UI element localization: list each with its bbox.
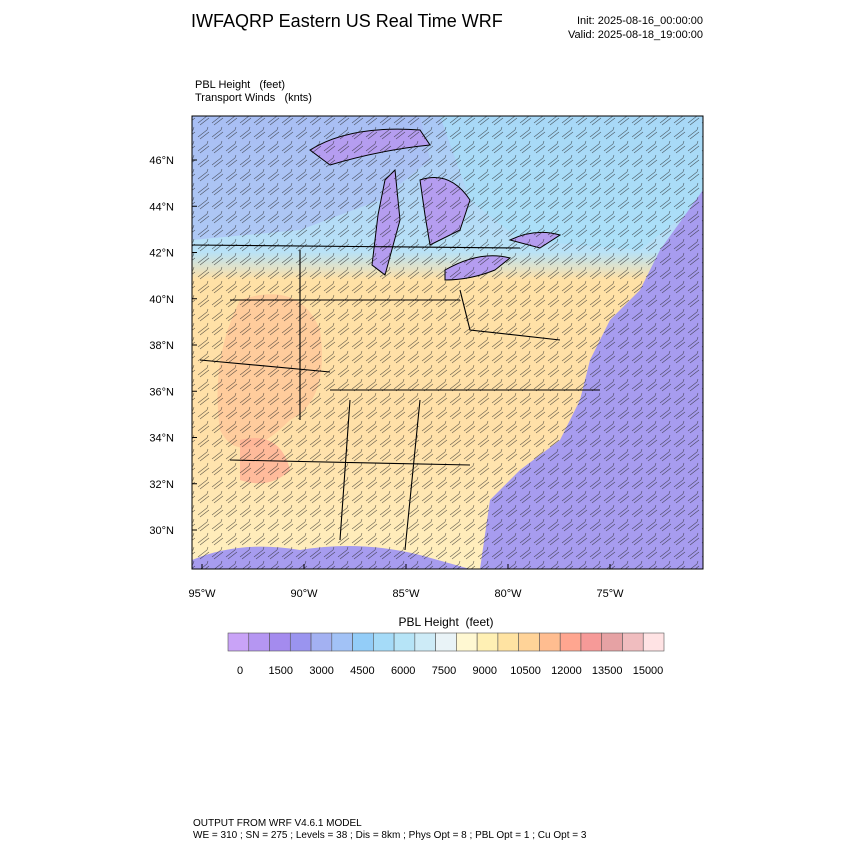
colorbar: 0 1500 3000 4500 6000 7500 9000 10500 12000 13500…	[227, 632, 665, 677]
colorbar-box	[248, 632, 270, 652]
colorbar-label: 4500	[350, 665, 374, 677]
lat-label: 40°N	[149, 294, 174, 306]
colorbar-box	[497, 632, 519, 652]
colorbar-box	[539, 632, 561, 652]
lon-label: 85°W	[392, 588, 420, 600]
colorbar-box	[476, 632, 499, 652]
init-time: Init: 2025-08-16_00:00:00	[577, 15, 703, 27]
lat-label: 34°N	[149, 433, 174, 445]
colorbar-label: 12000	[551, 665, 582, 677]
lat-label: 36°N	[149, 386, 174, 398]
footer-line: OUTPUT FROM WRF V4.6.1 MODEL	[193, 818, 362, 829]
colorbar-box	[435, 632, 457, 652]
colorbar-box	[289, 632, 312, 652]
colorbar-title: PBL Height (feet)	[399, 615, 494, 629]
field-label: PBL Height (feet)	[195, 79, 285, 91]
field-label: Transport Winds (knts)	[195, 92, 312, 104]
colorbar-box	[373, 632, 395, 652]
lon-label: 90°W	[290, 588, 318, 600]
colorbar-box	[414, 632, 436, 652]
wind-barbs	[192, 116, 703, 569]
colorbar-label: 7500	[432, 665, 456, 677]
lon-label: 75°W	[596, 588, 624, 600]
map-frame	[191, 115, 704, 570]
lat-label: 30°N	[149, 525, 174, 537]
map	[192, 116, 703, 569]
colorbar-label: 10500	[510, 665, 541, 677]
colorbar-box	[559, 632, 582, 652]
colorbar-label: 1500	[269, 665, 293, 677]
colorbar-box	[310, 632, 333, 652]
state-borders	[192, 244, 600, 551]
colorbar-box	[642, 632, 665, 652]
colorbar-label: 0	[237, 665, 243, 677]
footer-line: WE = 310 ; SN = 275 ; Levels = 38 ; Dis …	[193, 830, 587, 841]
colorbar-box	[393, 632, 416, 652]
colorbar-box	[580, 632, 603, 652]
title: IWFAQRP Eastern US Real Time WRF	[191, 11, 503, 31]
lat-label: 42°N	[149, 248, 174, 260]
colorbar-box	[601, 632, 623, 652]
colorbar-box	[331, 632, 353, 652]
map-axes: 46°N 44°N 42°N 40°N 38°N 36°N 34°N 32°N 30°N 95°W…	[149, 155, 624, 600]
colorbar-label: 6000	[391, 665, 415, 677]
lat-label: 38°N	[149, 340, 174, 352]
colorbar-box	[622, 632, 644, 652]
colorbar-label: 9000	[473, 665, 497, 677]
colorbar-label: 13500	[592, 665, 623, 677]
valid-time: Valid: 2025-08-18_19:00:00	[568, 29, 703, 41]
lat-label: 44°N	[149, 201, 174, 213]
lon-label: 95°W	[188, 588, 216, 600]
colorbar-label: 15000	[633, 665, 664, 677]
lat-label: 32°N	[149, 479, 174, 491]
lon-label: 80°W	[494, 588, 522, 600]
colorbar-label: 3000	[309, 665, 333, 677]
colorbar-box	[518, 632, 540, 652]
colorbar-box	[352, 632, 374, 652]
lat-label: 46°N	[149, 155, 174, 167]
colorbar-box	[456, 632, 478, 652]
colorbar-box	[269, 632, 291, 652]
colorbar-box	[227, 632, 250, 652]
